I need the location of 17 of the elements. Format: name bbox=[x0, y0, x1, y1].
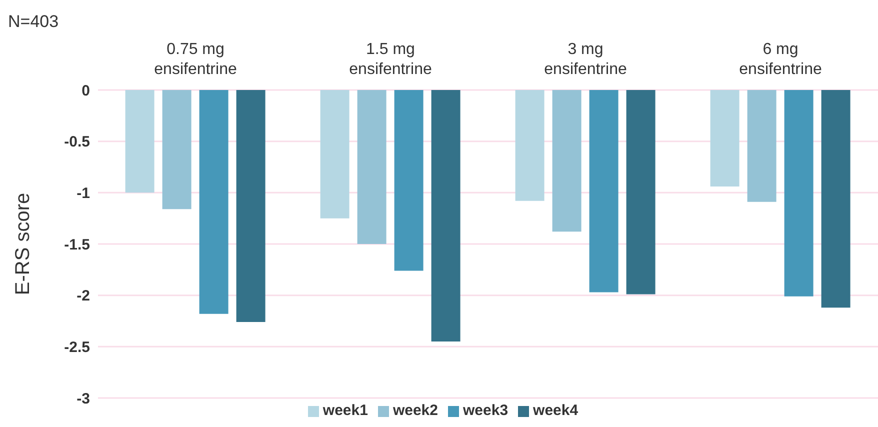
y-tick-label: -0.5 bbox=[64, 134, 90, 151]
x-tick-label: 3 mg ensifentrine bbox=[544, 41, 627, 78]
y-axis-title: E-RS score bbox=[12, 192, 34, 296]
y-tick-label: -1.5 bbox=[64, 236, 90, 254]
legend-label: week1 bbox=[322, 402, 368, 419]
x-tick-label: 6 mg ensifentrine bbox=[739, 41, 822, 78]
y-tick-label: -3 bbox=[76, 390, 90, 408]
legend-label: week4 bbox=[533, 402, 578, 419]
x-tick-label: 1.5 mg ensifentrine bbox=[349, 41, 432, 78]
y-tick-label: -1 bbox=[76, 184, 90, 202]
y-tick-label: -2.5 bbox=[64, 338, 90, 356]
x-tick-label: 0.75 mg ensifentrine bbox=[154, 41, 237, 78]
legend-label: week2 bbox=[392, 402, 438, 419]
y-tick-label: -2 bbox=[76, 288, 90, 305]
y-tick-label: 0 bbox=[82, 82, 90, 100]
chart-title: N=403 bbox=[8, 12, 59, 32]
legend-label: week3 bbox=[463, 402, 508, 419]
